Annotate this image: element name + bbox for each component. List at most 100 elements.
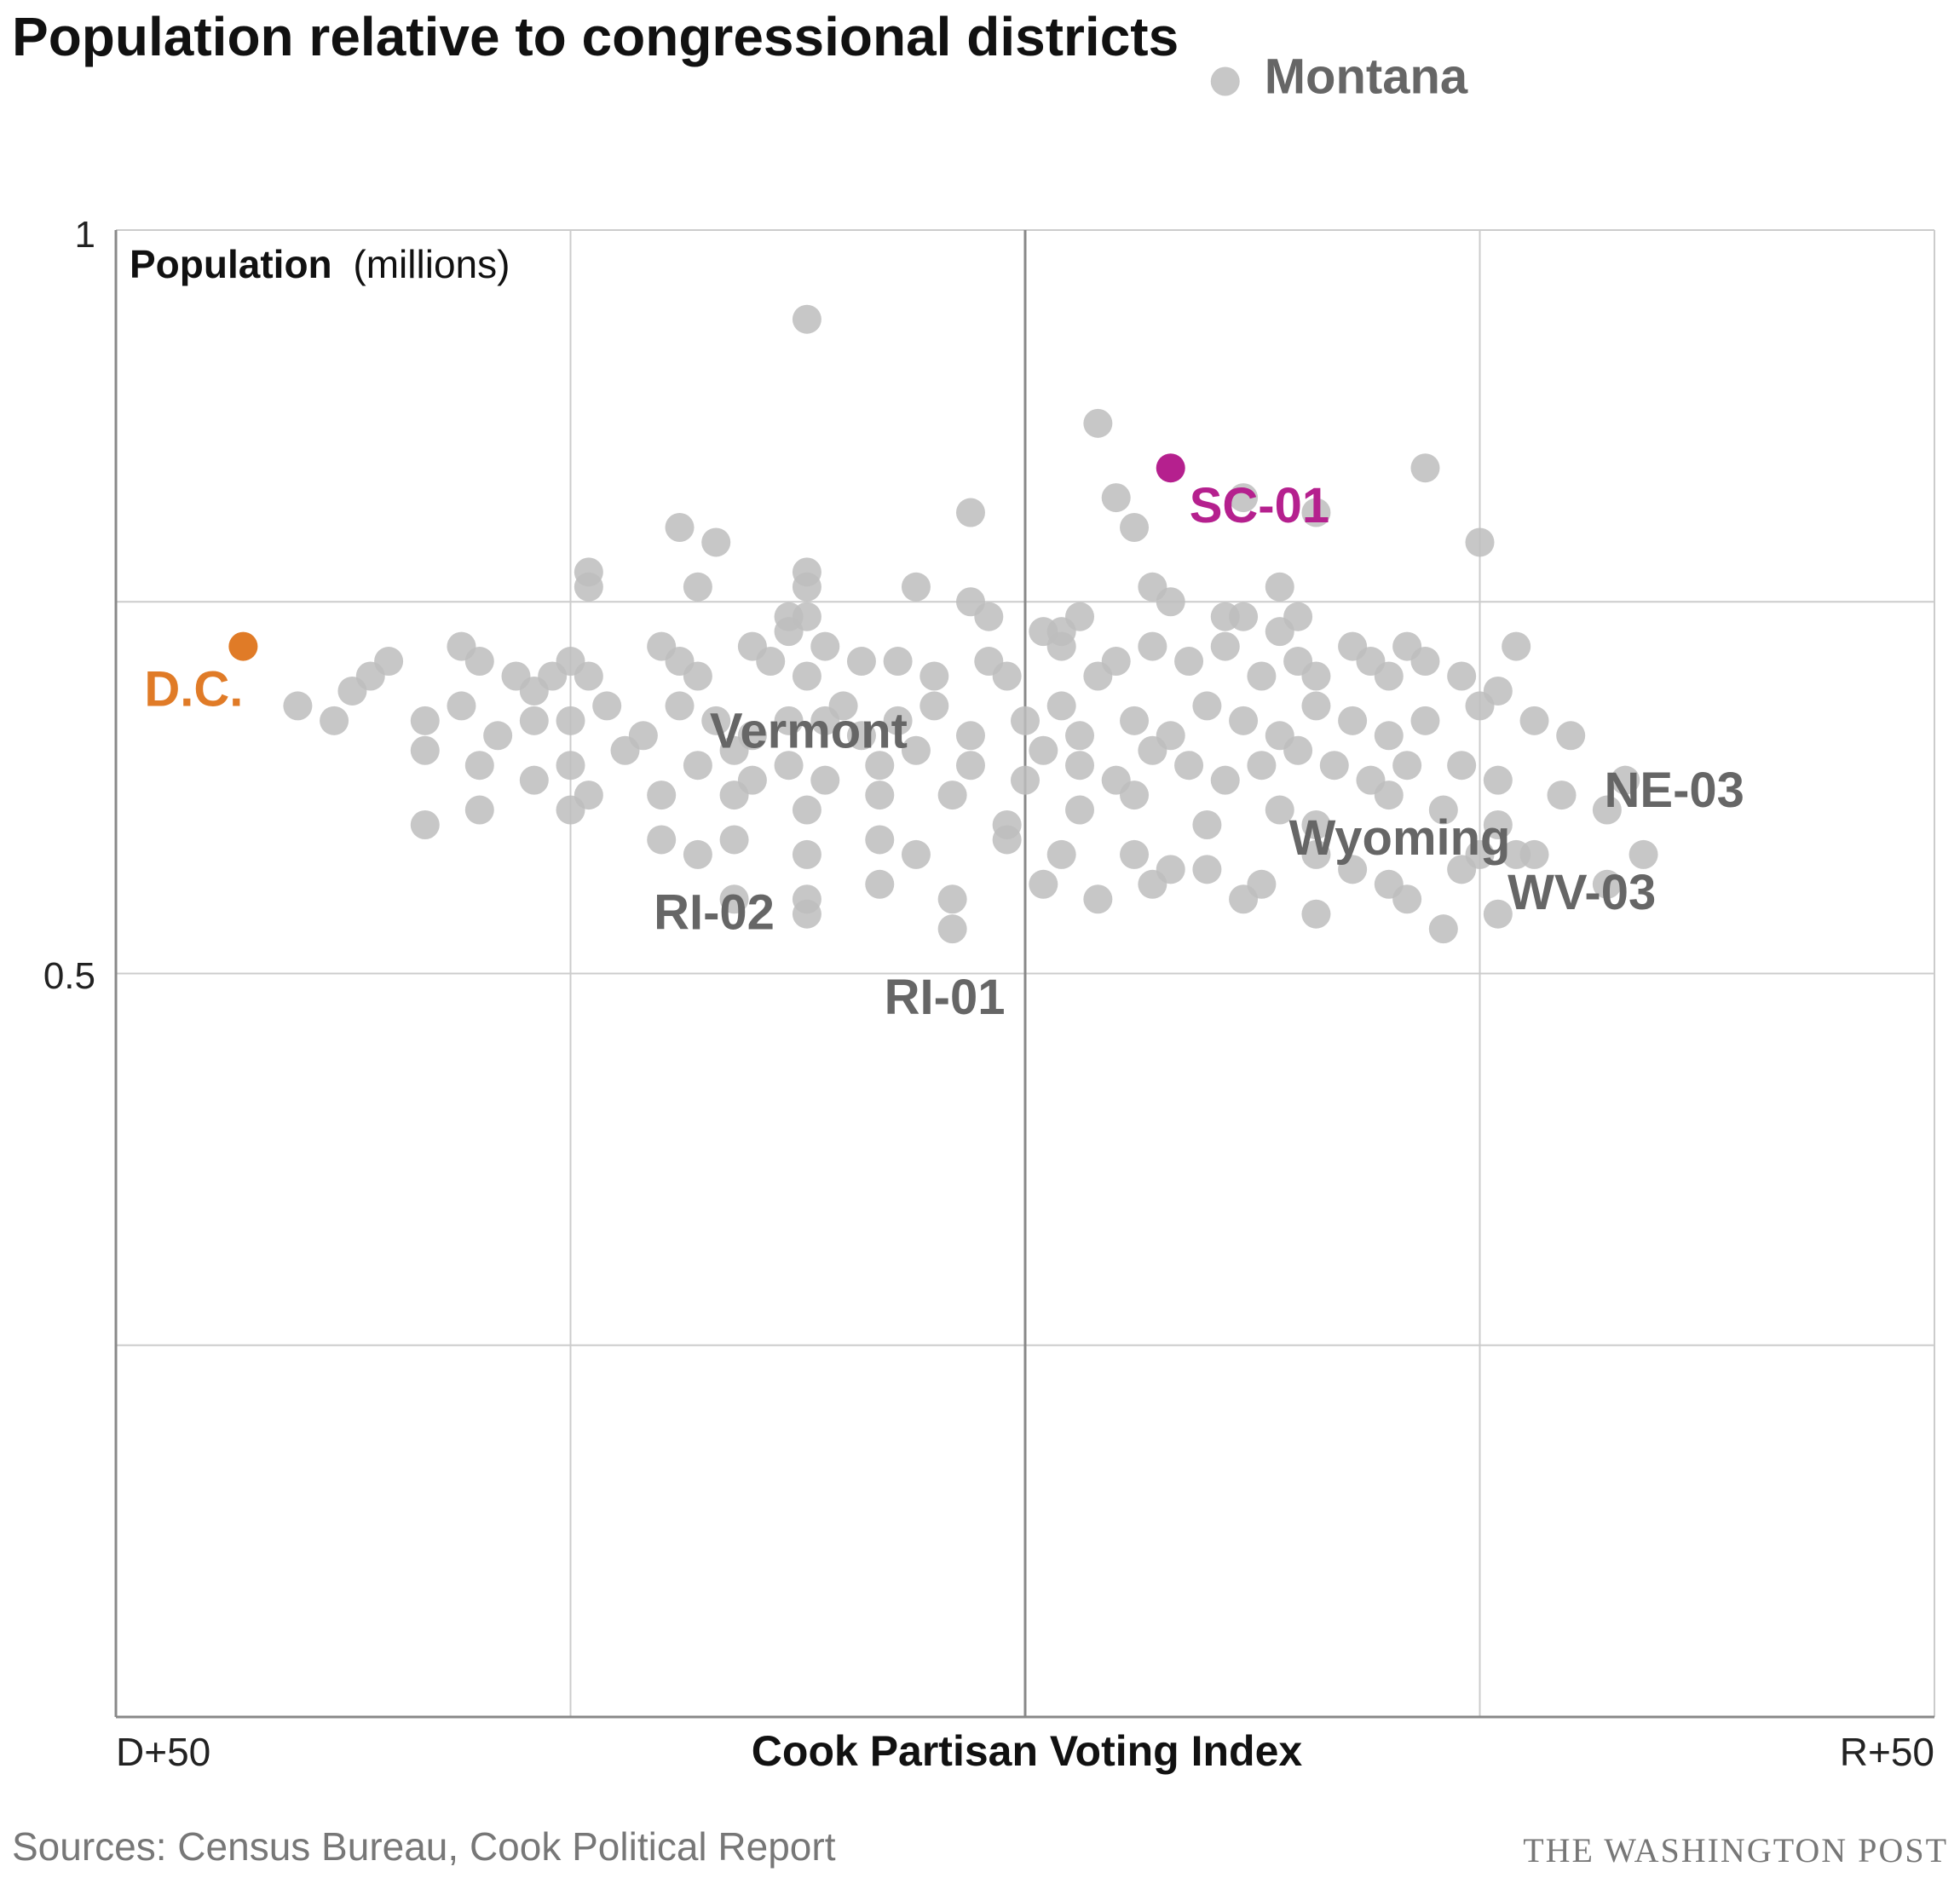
- data-point: [574, 781, 603, 810]
- data-point: [410, 810, 440, 839]
- data-point: [792, 572, 821, 602]
- data-point: [1265, 617, 1294, 647]
- data-point: [1301, 691, 1331, 721]
- x-axis-label: Cook Partisan Voting Index: [752, 1727, 1303, 1775]
- data-point: [992, 825, 1022, 855]
- data-point: [1502, 631, 1531, 661]
- data-point: [1156, 587, 1185, 617]
- source-note: Sources: Census Bureau, Cook Political R…: [12, 1824, 836, 1869]
- point-label: NE-03: [1605, 763, 1744, 818]
- data-point: [320, 706, 349, 735]
- data-point: [1138, 631, 1167, 661]
- data-point: [1374, 721, 1404, 751]
- data-point: [1065, 751, 1095, 781]
- data-point: [556, 706, 585, 735]
- data-point: [865, 825, 895, 855]
- data-point: [1483, 899, 1513, 929]
- data-point: [665, 691, 695, 721]
- data-point: [647, 825, 677, 855]
- data-point: [1229, 706, 1259, 735]
- data-point: [955, 721, 985, 751]
- data-point: [1465, 527, 1495, 557]
- data-point: [774, 706, 804, 735]
- data-point: [719, 735, 749, 765]
- data-point: [792, 839, 821, 869]
- data-point: [1265, 572, 1294, 602]
- data-point: [464, 647, 494, 677]
- data-point: [1428, 795, 1458, 825]
- data-point: [792, 304, 821, 334]
- data-point: [1120, 839, 1150, 869]
- data-point: [992, 661, 1022, 691]
- data-point-labeled: [792, 899, 821, 929]
- data-point-highlighted: [228, 631, 258, 661]
- data-point-labeled: [937, 914, 967, 944]
- data-point: [1120, 706, 1150, 735]
- data-point: [1410, 453, 1440, 483]
- data-point: [701, 527, 731, 557]
- data-point: [846, 647, 876, 677]
- data-point: [574, 661, 603, 691]
- data-point: [556, 751, 585, 781]
- point-labels: Montana Vermont RI-02 RI-01 Wyoming NE-03 WV-0…: [144, 49, 1744, 1026]
- data-point: [1374, 661, 1404, 691]
- data-point: [865, 751, 895, 781]
- point-label: Montana: [1265, 49, 1468, 105]
- data-point: [1410, 706, 1440, 735]
- data-point: [519, 706, 549, 735]
- data-point: [1519, 706, 1549, 735]
- data-point: [1483, 810, 1513, 839]
- data-point: [574, 572, 603, 602]
- data-point: [283, 691, 313, 721]
- data-point: [1629, 839, 1658, 869]
- data-point: [1029, 869, 1058, 899]
- point-label: Wyoming: [1289, 810, 1511, 866]
- data-point: [464, 795, 494, 825]
- data-point: [483, 721, 513, 751]
- data-point: [1483, 765, 1513, 795]
- data-point: [1247, 751, 1277, 781]
- data-point: [1029, 735, 1058, 765]
- data-point: [1011, 765, 1040, 795]
- data-point: [1229, 483, 1259, 513]
- data-point: [1065, 795, 1095, 825]
- data-point: [683, 751, 712, 781]
- data-point: [1192, 691, 1222, 721]
- data-point: [410, 706, 440, 735]
- data-point: [1592, 869, 1622, 899]
- data-point-labeled: [737, 765, 767, 795]
- data-point: [1083, 408, 1113, 438]
- data-points: [228, 66, 1658, 944]
- data-point: [1101, 647, 1131, 677]
- data-point: [883, 706, 913, 735]
- data-point: [901, 735, 931, 765]
- x-tick-right: R+50: [1840, 1730, 1934, 1774]
- data-point: [955, 751, 985, 781]
- data-point: [937, 781, 967, 810]
- point-label: SC-01: [1190, 478, 1329, 533]
- data-point: [1011, 706, 1040, 735]
- y-axis-label-unit: (millions): [353, 242, 510, 286]
- data-point-labeled: [1210, 66, 1240, 96]
- data-point: [1392, 751, 1422, 781]
- data-point: [1192, 855, 1222, 884]
- data-point: [1301, 899, 1331, 929]
- data-point: [1338, 706, 1368, 735]
- data-point: [1301, 498, 1331, 527]
- data-point: [1229, 602, 1259, 631]
- data-point: [447, 691, 476, 721]
- point-label: RI-02: [654, 885, 775, 941]
- data-point: [810, 631, 840, 661]
- data-point: [1083, 884, 1113, 914]
- data-point: [1611, 765, 1640, 795]
- data-point: [1120, 781, 1150, 810]
- data-point: [865, 869, 895, 899]
- data-point: [846, 721, 876, 751]
- point-label: RI-01: [885, 970, 1006, 1025]
- data-point: [610, 735, 640, 765]
- data-point: [1101, 483, 1131, 513]
- data-point: [1138, 735, 1167, 765]
- data-point: [464, 751, 494, 781]
- data-point: [756, 647, 786, 677]
